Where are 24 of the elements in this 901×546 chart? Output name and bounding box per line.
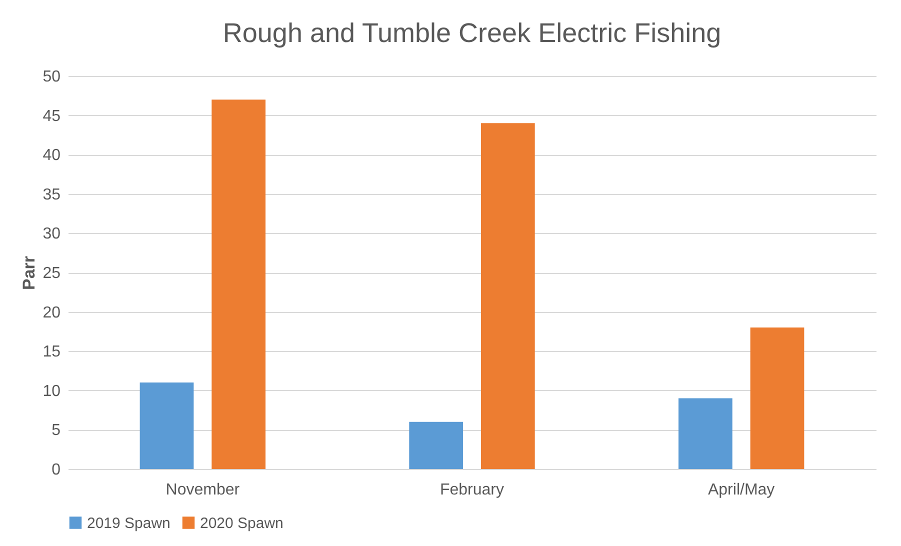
y-tick-label: 45	[42, 108, 61, 125]
y-tick-label: 0	[52, 462, 61, 478]
legend-label: 2019 Spawn	[87, 514, 170, 532]
x-tick-label: November	[166, 482, 240, 498]
y-tick-label: 20	[42, 304, 61, 322]
y-tick-label: 50	[42, 68, 61, 86]
y-tick-label: 35	[42, 186, 61, 204]
bar	[678, 398, 732, 469]
x-tick-label: April/May	[708, 482, 775, 498]
y-tick-label: 40	[42, 147, 61, 164]
x-tick-label: February	[440, 482, 504, 498]
chart-title: Rough and Tumble Creek Electric Fishing	[222, 18, 722, 48]
bar	[212, 100, 266, 469]
bar	[750, 328, 804, 469]
y-axis-title: Parr	[20, 256, 39, 290]
y-tick-label: 30	[42, 226, 61, 243]
legend-label: 2020 Spawn	[200, 514, 284, 532]
y-tick-label: 10	[42, 382, 61, 400]
bar	[140, 382, 194, 469]
bar	[480, 123, 535, 469]
y-tick-label: 5	[52, 422, 61, 440]
y-tick-label: 25	[42, 265, 61, 282]
y-tick-label: 15	[42, 344, 61, 361]
bar	[409, 422, 464, 469]
